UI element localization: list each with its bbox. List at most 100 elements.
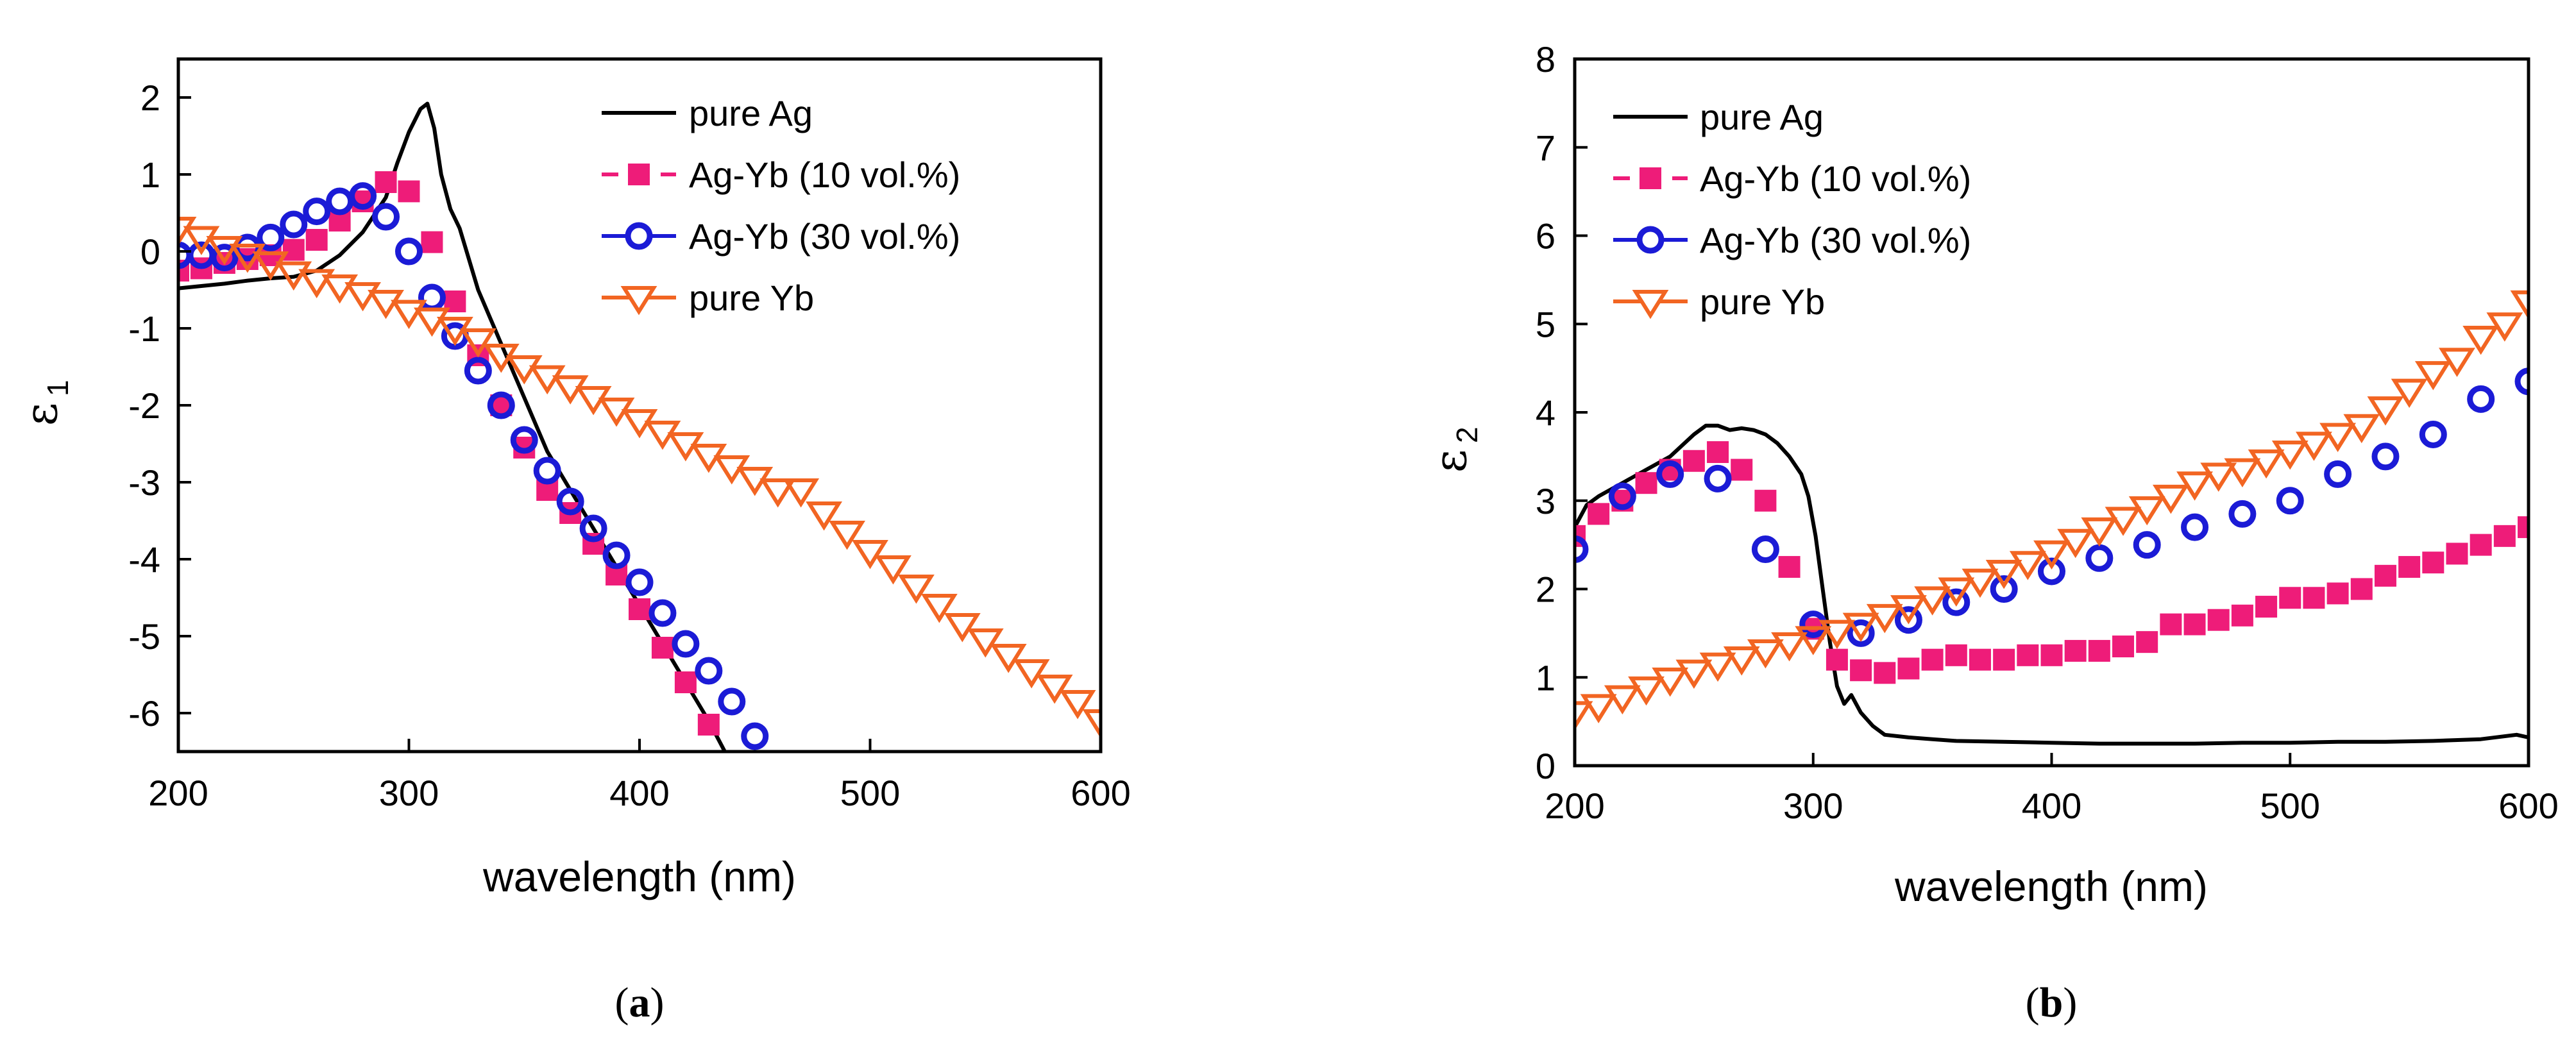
data-point: [2085, 544, 2114, 572]
data-point: [421, 231, 443, 253]
data-point: [2371, 442, 2400, 471]
data-point: [1013, 659, 1050, 689]
data-point: [625, 568, 654, 596]
legend: pure Ag Ag-Yb (10 vol.%) Ag-Yb (30 vol.%) p…: [602, 93, 960, 318]
data-point: [326, 187, 354, 215]
data-point: [1962, 568, 1999, 598]
data-point: [2510, 290, 2529, 320]
data-point: [257, 223, 285, 251]
data-point: [2033, 540, 2070, 570]
data-point: [1036, 675, 1073, 704]
legend-label: pure Ag: [1700, 97, 1824, 137]
data-point: [229, 244, 266, 273]
data-point: [1874, 662, 1896, 684]
data-point: [674, 671, 697, 693]
data-point: [2088, 639, 2110, 662]
data-point: [1723, 646, 1760, 676]
panel-label-open: (: [615, 979, 629, 1026]
data-point: [298, 269, 335, 299]
data-point: [2350, 578, 2373, 600]
y-tick-label: 0: [140, 232, 160, 272]
data-point: [206, 236, 243, 265]
data-point: [210, 244, 239, 272]
data-point: [579, 514, 607, 543]
series-pure-ag: [1575, 423, 2529, 746]
data-point: [2183, 613, 2206, 636]
legend-label: Ag-Yb (30 vol.%): [689, 216, 960, 257]
y-axis-symbol: ε: [1424, 450, 1477, 473]
data-point: [2324, 460, 2352, 488]
data-point: [2040, 644, 2063, 666]
data-point: [1608, 482, 1636, 510]
data-point: [1059, 690, 1096, 720]
panel-label: (b): [2026, 979, 2078, 1026]
data-point: [1588, 503, 1610, 525]
data-point: [718, 687, 746, 716]
data-point: [2009, 551, 2046, 580]
data-point: [2255, 596, 2278, 618]
panel-label-close: ): [2063, 979, 2077, 1026]
legend-label: Ag-Yb (10 vol.%): [1700, 158, 1971, 199]
legend-marker: [620, 286, 657, 316]
data-point: [875, 555, 911, 585]
x-tick-label: 600: [1071, 773, 1130, 813]
data-point: [2462, 325, 2500, 355]
data-point: [2518, 516, 2529, 539]
legend-marker: [628, 164, 650, 185]
data-point: [1818, 619, 1856, 650]
series-pure-yb: [178, 217, 1101, 739]
series-ag-yb-10: [1575, 441, 2529, 684]
data-point: [783, 478, 820, 508]
data-point: [398, 180, 420, 203]
data-point: [1628, 676, 1665, 706]
data-point: [2514, 367, 2529, 396]
data-point: [1580, 694, 1617, 723]
panel-label: (a): [615, 979, 665, 1026]
data-point: [1747, 639, 1784, 669]
data-point: [1731, 459, 1753, 481]
data-point: [556, 487, 584, 516]
data-point: [303, 198, 331, 226]
legend-item: Ag-Yb (10 vol.%): [602, 155, 960, 195]
y-tick-label: -4: [128, 539, 160, 580]
y-tick-label: 4: [1536, 392, 1555, 433]
data-point: [349, 182, 377, 210]
panel-label-letter: a: [629, 979, 650, 1026]
data-point: [1699, 652, 1736, 682]
y-tick-label: 5: [1536, 304, 1555, 344]
data-point: [1795, 626, 1832, 655]
legend-item: pure Ag: [1613, 97, 1824, 137]
data-point: [1894, 606, 1922, 634]
data-point: [533, 457, 561, 485]
data-point: [2439, 348, 2475, 377]
legend-item: pure Ag: [602, 93, 813, 133]
data-point: [1842, 612, 1879, 643]
y-axis-symbol: ε: [15, 403, 67, 426]
data-point: [1850, 659, 1872, 682]
y-tick-label: -6: [128, 693, 160, 734]
data-point: [1704, 464, 1732, 493]
data-point: [651, 637, 674, 659]
x-tick-label: 400: [2022, 786, 2081, 826]
data-point: [1897, 657, 1920, 680]
data-point: [2470, 534, 2492, 556]
data-point: [2422, 551, 2445, 574]
data-point: [464, 357, 492, 385]
panel-label-close: ): [650, 979, 665, 1026]
data-point: [2326, 582, 2349, 605]
data-point: [2200, 462, 2237, 492]
data-point: [1682, 450, 1705, 472]
x-tick-label: 300: [1783, 786, 1843, 826]
data-point: [2057, 528, 2094, 559]
data-point: [1826, 648, 1848, 671]
x-axis-title: wavelength (nm): [1894, 863, 2208, 910]
y-tick-label: 2: [1536, 569, 1555, 610]
data-point: [1635, 472, 1657, 494]
data-point: [1751, 535, 1779, 564]
legend-item: Ag-Yb (30 vol.%): [602, 216, 960, 257]
legend-item: Ag-Yb (10 vol.%): [1613, 158, 1971, 199]
data-point: [510, 426, 538, 454]
y-tick-label: -5: [128, 616, 160, 657]
data-point: [2493, 525, 2516, 547]
data-point: [2419, 420, 2447, 448]
